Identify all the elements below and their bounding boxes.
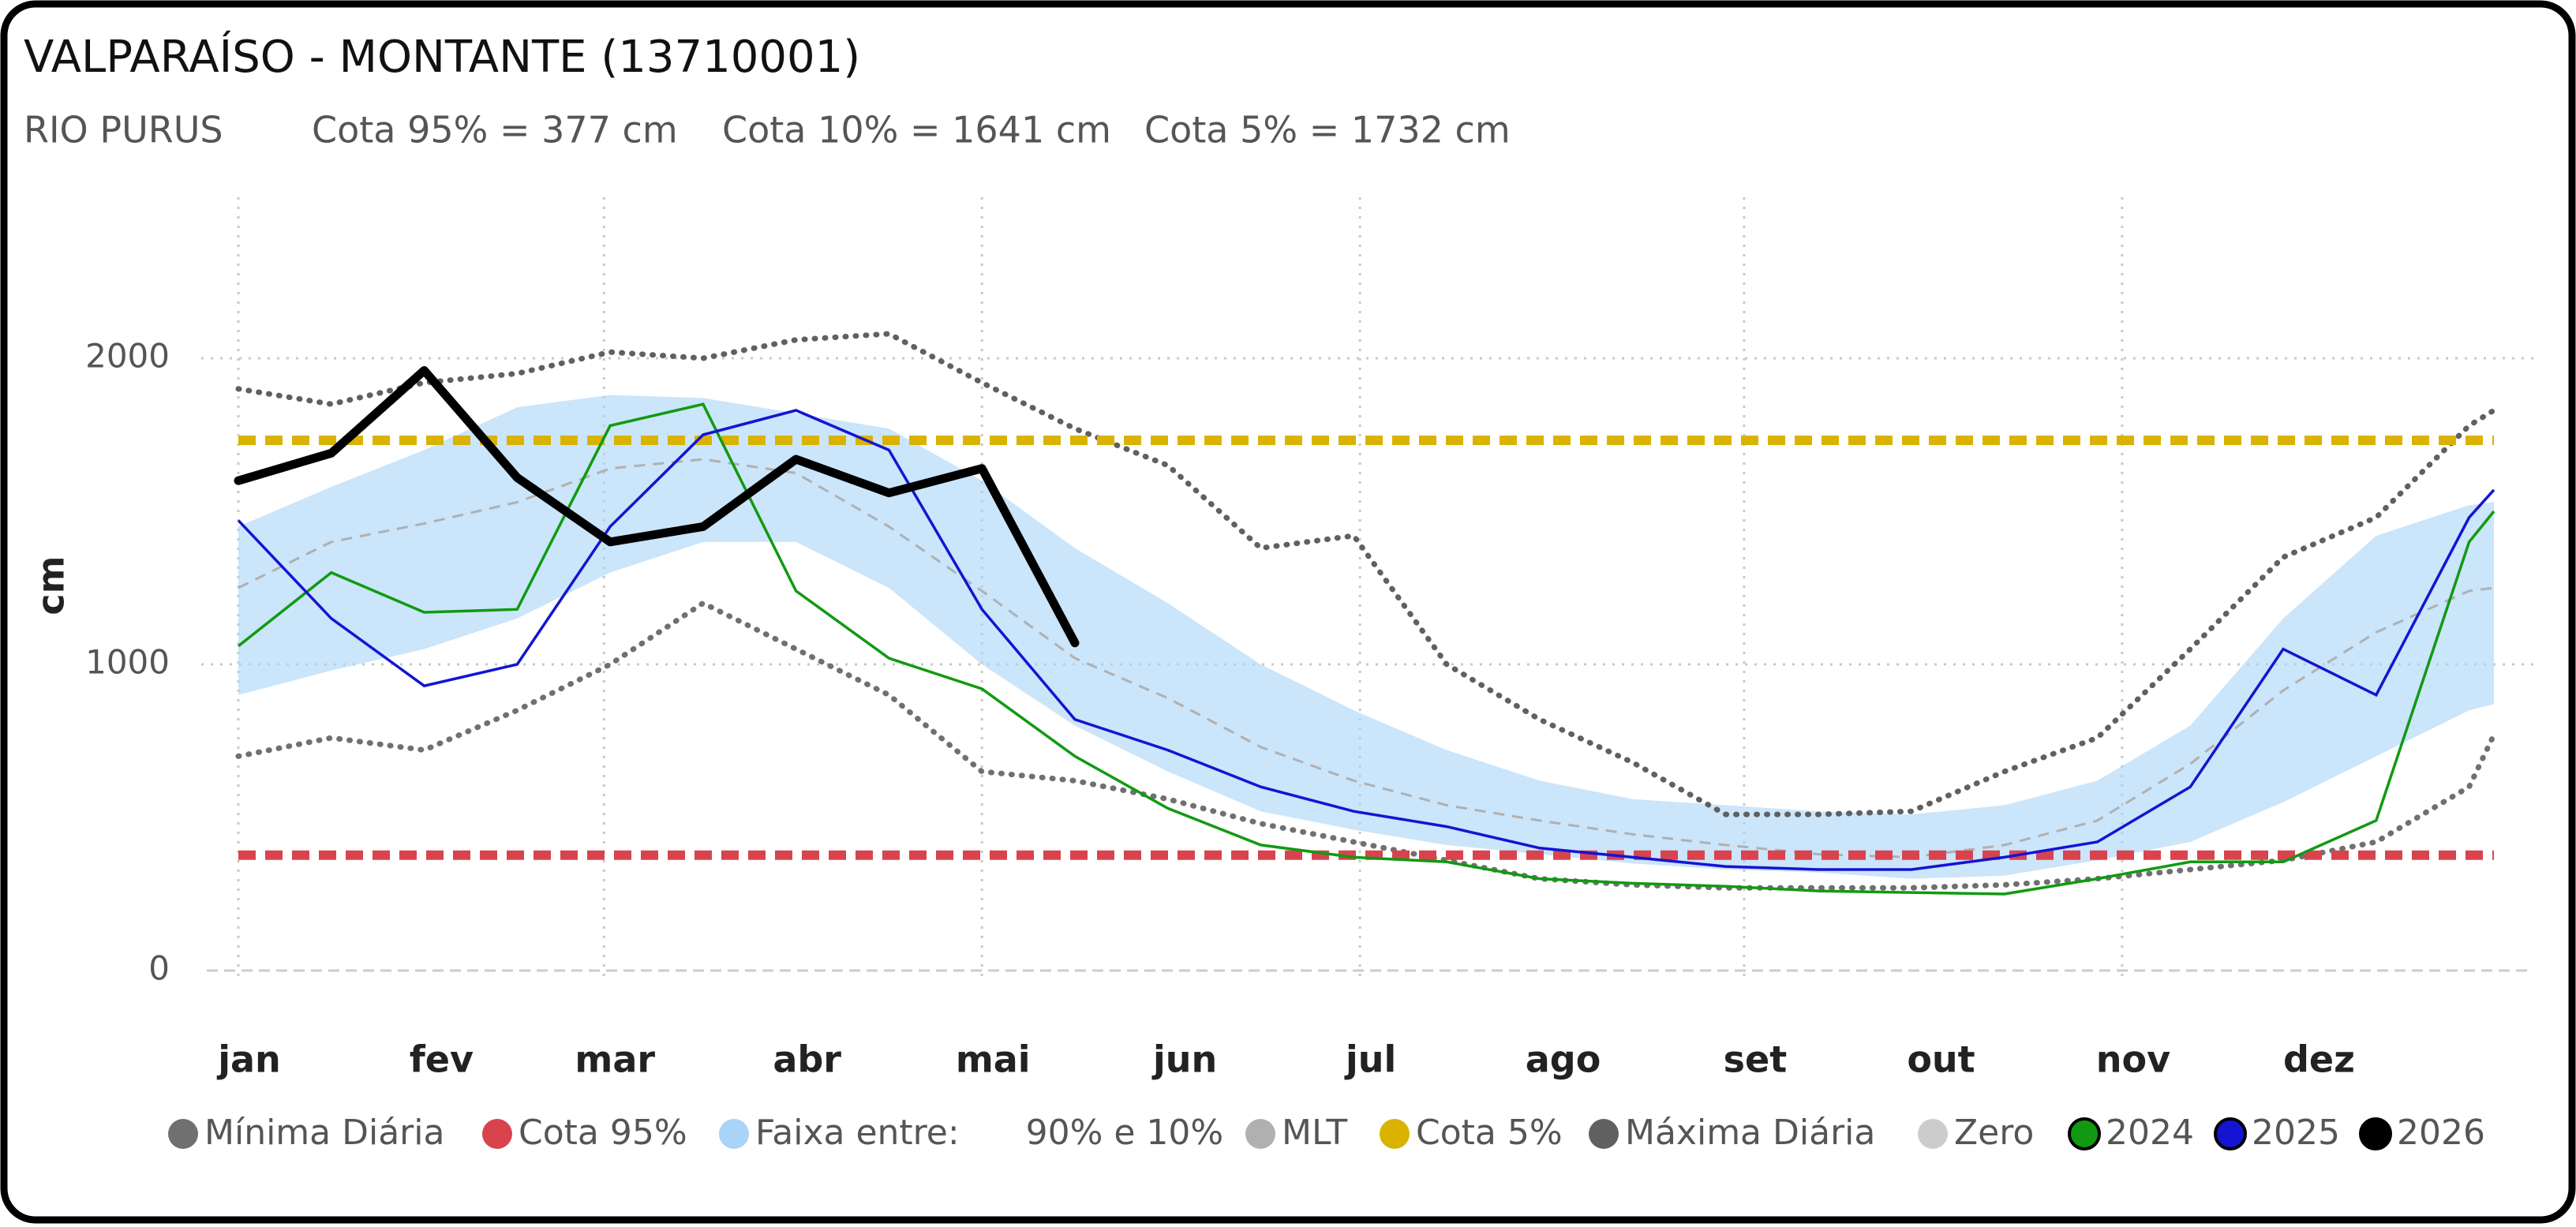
series-line [237, 402, 2496, 896]
x-tick-label: jul [1344, 1038, 1396, 1081]
series-line [235, 600, 2497, 891]
y-tick-label: 1000 [85, 643, 170, 682]
legend-marker [719, 1119, 749, 1149]
legend-marker [1380, 1119, 1410, 1149]
chart-title: VALPARAÍSO - MONTANTE (13710001) [24, 31, 860, 83]
x-tick-label: mar [575, 1038, 655, 1081]
legend-marker [482, 1119, 512, 1149]
legend-label: Cota 95% [519, 1113, 687, 1153]
subtitle: Cota 95% = 377 cm [312, 109, 678, 152]
legend-marker [1918, 1119, 1948, 1149]
y-tick-label: 0 [148, 949, 170, 988]
band [238, 395, 2494, 879]
legend-label: Máxima Diária [1625, 1113, 1875, 1153]
legend-marker [2068, 1117, 2101, 1150]
series-line [237, 409, 2496, 871]
x-tick-label: mai [956, 1038, 1031, 1081]
legend-label: Cota 5% [1416, 1113, 1563, 1153]
x-tick-label: fev [410, 1038, 474, 1081]
series-line [235, 331, 2497, 817]
x-tick-label: jan [216, 1038, 281, 1081]
legend-marker [1589, 1119, 1619, 1149]
subtitle: RIO PURUS [24, 109, 223, 152]
y-axis-label: cm [30, 556, 73, 615]
series-line [234, 366, 1080, 648]
legend-label: 2025 [2252, 1113, 2340, 1153]
subtitle: Cota 5% = 1732 cm [1144, 109, 1511, 152]
legend-marker [1245, 1119, 1275, 1149]
y-tick-label: 2000 [85, 337, 170, 376]
legend-marker [2359, 1117, 2392, 1150]
legend-label: Faixa entre: 90% e 10% [755, 1113, 1223, 1153]
legend-label: 2024 [2106, 1113, 2194, 1153]
legend-label: Zero [1954, 1113, 2034, 1153]
x-tick-label: set [1724, 1038, 1788, 1081]
x-tick-label: out [1907, 1038, 1975, 1081]
series-line [238, 458, 2495, 859]
legend-label: MLT [1282, 1113, 1347, 1153]
x-tick-label: jun [1151, 1038, 1217, 1081]
x-tick-label: ago [1526, 1038, 1601, 1081]
x-tick-label: dez [2283, 1038, 2355, 1081]
legend-marker [2214, 1117, 2247, 1150]
x-tick-label: nov [2096, 1038, 2170, 1081]
subtitle: Cota 10% = 1641 cm [722, 109, 1111, 152]
legend-label: Mínima Diária [204, 1113, 444, 1153]
legend-label: 2026 [2397, 1113, 2485, 1153]
legend-marker [168, 1119, 198, 1149]
x-tick-label: abr [773, 1038, 841, 1081]
